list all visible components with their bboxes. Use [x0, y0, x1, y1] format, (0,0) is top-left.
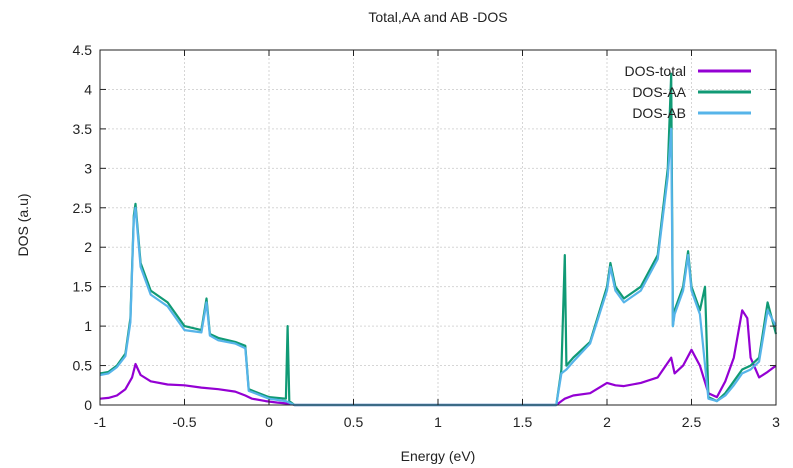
x-tick-label: 1 — [434, 414, 442, 430]
y-axis-label: DOS (a.u) — [15, 193, 31, 256]
legend-label-dos-total: DOS-total — [625, 63, 686, 79]
x-tick-label: -0.5 — [172, 414, 196, 430]
y-tick-label: 2 — [84, 239, 92, 255]
y-tick-label: 2.5 — [73, 200, 93, 216]
legend: DOS-total DOS-AA DOS-AB — [625, 63, 751, 121]
legend-label-dos-ab: DOS-AB — [632, 105, 686, 121]
series-lines — [99, 72, 778, 407]
x-tick-label: 0 — [265, 414, 273, 430]
x-tick-label: 3 — [772, 414, 780, 430]
x-tick-label: -1 — [94, 414, 107, 430]
y-tick-label: 1.5 — [73, 279, 93, 295]
grid — [100, 50, 776, 405]
x-tick-label: 1.5 — [513, 414, 533, 430]
series-line-dos-ab — [99, 127, 777, 407]
y-tick-label: 4.5 — [73, 42, 93, 58]
y-tick-label: 0 — [84, 397, 92, 413]
y-tick-label: 3 — [84, 160, 92, 176]
y-tick-label: 3.5 — [73, 121, 93, 137]
legend-label-dos-aa: DOS-AA — [632, 84, 686, 100]
x-tick-label: 2 — [603, 414, 611, 430]
y-tick-label: 1 — [84, 318, 92, 334]
axis-ticks: -1 -0.5 0 0.5 1 1.5 2 2.5 3 0 0.5 1 1.5 2 2.5 3 3.5 4 4.5 — [73, 42, 781, 430]
x-tick-label: 0.5 — [344, 414, 364, 430]
y-tick-label: 0.5 — [73, 358, 93, 374]
chart-title: Total,AA and AB -DOS — [368, 9, 507, 25]
y-tick-label: 4 — [84, 81, 92, 97]
series-line-dos-aa — [99, 72, 778, 407]
x-tick-label: 2.5 — [682, 414, 702, 430]
series-line-dos-total — [99, 309, 777, 407]
x-axis-label: Energy (eV) — [401, 448, 476, 464]
